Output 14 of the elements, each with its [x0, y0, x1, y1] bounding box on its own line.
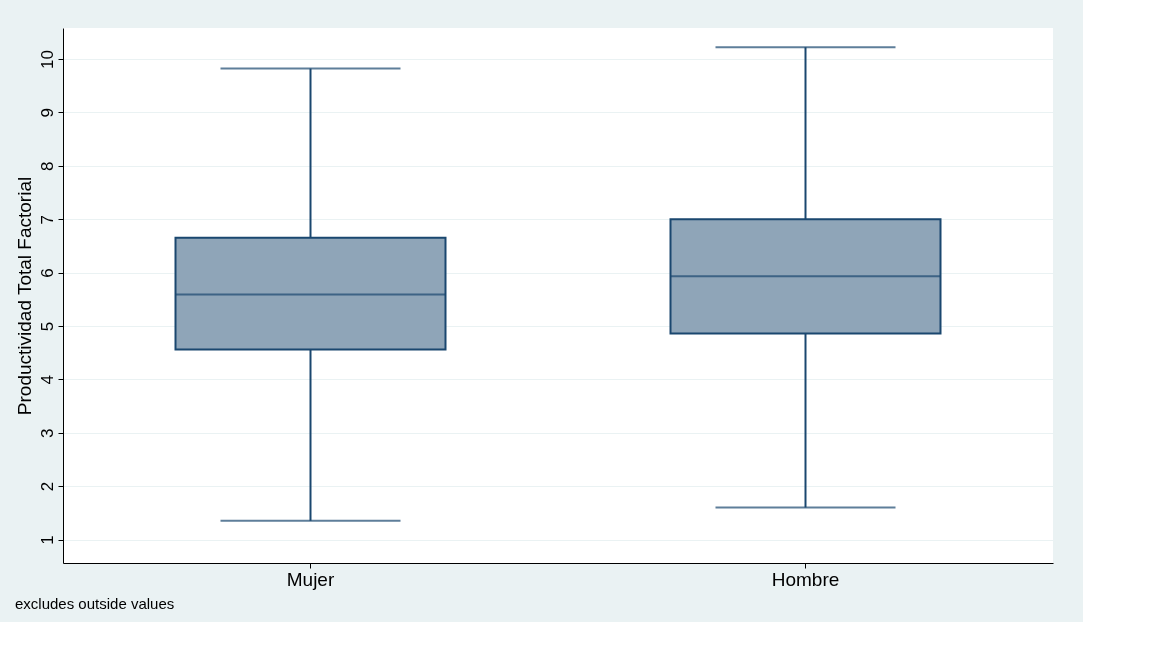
- y-tick-label: 10: [37, 50, 57, 69]
- y-tick-label: 3: [37, 428, 57, 438]
- y-tick-label: 5: [37, 321, 57, 332]
- x-tick-label: Mujer: [286, 568, 335, 590]
- text: excludes outside values: [15, 595, 175, 612]
- y-tick-label: 9: [37, 108, 57, 118]
- y-tick-label: 7: [37, 214, 57, 225]
- x-tick-label: Hombre: [771, 568, 840, 590]
- y-tick-label: 1: [37, 535, 57, 545]
- y-tick-label: 6: [37, 268, 57, 278]
- y-tick-label: 4: [37, 375, 57, 385]
- y-tick-label: 8: [37, 161, 57, 171]
- y-axis-title: Productividad Total Factorial: [13, 176, 35, 416]
- y-tick-label: 2: [37, 481, 57, 492]
